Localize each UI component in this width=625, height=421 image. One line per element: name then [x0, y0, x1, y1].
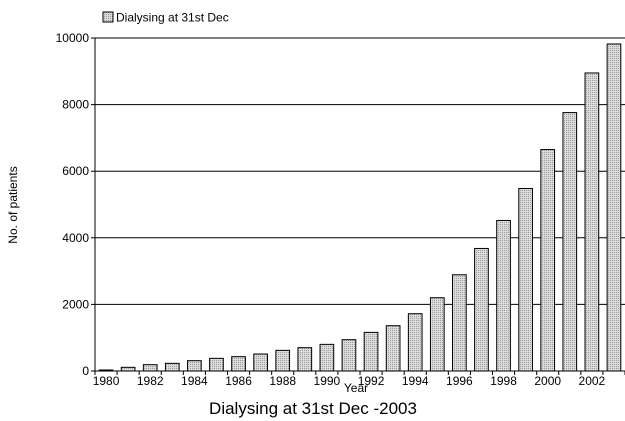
legend-label: Dialysing at 31st Dec: [116, 11, 229, 25]
bar-1991: [341, 339, 357, 372]
bar-1987: [253, 353, 268, 372]
y-tick-label: 0: [82, 364, 89, 378]
chart-title: Dialysing at 31st Dec -2003: [209, 399, 417, 418]
bar-1985: [209, 357, 224, 372]
legend-swatch: [102, 11, 114, 23]
x-tick-label: 2000: [534, 374, 561, 388]
y-tick-label: 2000: [62, 297, 89, 311]
bar-1984: [187, 360, 202, 372]
bar-2000: [540, 149, 556, 372]
bar-2003: [606, 43, 622, 372]
x-tick-label: 1982: [137, 374, 164, 388]
x-tick-label: 1996: [446, 374, 473, 388]
x-axis-title: Year: [344, 381, 368, 395]
x-tick-label: 1998: [490, 374, 517, 388]
bar-1981: [120, 366, 136, 372]
x-tick-labels: 1980 1982 1984 1986 1988 1990 1992 1994 1996 1998…: [93, 374, 606, 388]
x-tick-label: 1988: [269, 374, 296, 388]
x-tick-label: 1984: [181, 374, 208, 388]
bar-1992: [363, 331, 379, 372]
bar-1994: [407, 313, 423, 372]
bar-1995: [429, 297, 445, 372]
bar-1982: [142, 364, 158, 372]
x-tick-label: 2002: [579, 374, 606, 388]
y-tick-label: 6000: [62, 164, 89, 178]
y-tick-label: 4000: [62, 231, 89, 245]
bar-1989: [297, 347, 313, 372]
bar-1999: [518, 188, 533, 372]
bar-1990: [319, 343, 335, 372]
bars: [98, 43, 622, 372]
bar-1997: [474, 247, 489, 372]
legend: Dialysing at 31st Dec: [102, 11, 229, 25]
bar-1988: [275, 349, 291, 372]
x-tick-label: 1990: [314, 374, 341, 388]
x-tick-label: 1980: [93, 374, 120, 388]
y-tick-label: 10000: [56, 31, 90, 45]
bar-1983: [164, 362, 180, 372]
bar-1998: [496, 219, 511, 372]
x-tick-label: 1986: [225, 374, 252, 388]
bar-1993: [385, 325, 401, 372]
bar-1996: [452, 274, 467, 372]
y-tick-label: 8000: [62, 98, 89, 112]
axes: [91, 37, 625, 375]
bar-1986: [231, 356, 246, 372]
y-tick-labels: 0 2000 4000 6000 8000 10000: [56, 31, 90, 378]
gridlines: [95, 37, 625, 305]
bar-2002: [584, 72, 600, 372]
bar-2001: [562, 112, 578, 372]
x-tick-label: 1992: [358, 374, 385, 388]
x-tick-label: 1994: [402, 374, 429, 388]
y-axis-title: No. of patients: [6, 166, 20, 243]
